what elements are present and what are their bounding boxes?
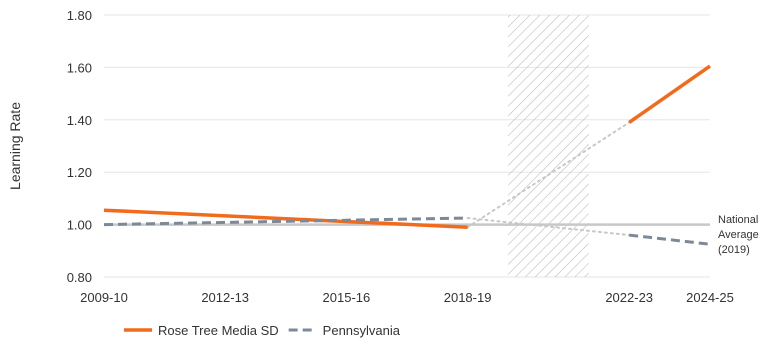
x-tick-label: 2022-23 (605, 290, 653, 305)
shaded-period-rect (508, 15, 589, 277)
x-tick-label: 2024-25 (686, 290, 734, 305)
y-tick-label: 0.80 (67, 270, 92, 285)
series-line-1 (629, 233, 711, 246)
legend-label: Pennsylvania (323, 323, 401, 338)
x-tick-label: 2015-16 (323, 290, 371, 305)
reference-label-line: National (718, 214, 758, 226)
y-tick-label: 1.80 (67, 8, 92, 23)
y-tick-label: 1.60 (67, 60, 92, 75)
series-line-1 (103, 216, 468, 227)
x-tick-label: 2012-13 (201, 290, 249, 305)
reference-label-line: (2019) (718, 244, 750, 256)
series-projection-0 (466, 121, 631, 229)
reference-label-line: Average (718, 229, 759, 241)
y-tick-label: 1.00 (67, 218, 92, 233)
legend-label: Rose Tree Media SD (158, 323, 279, 338)
legend: Rose Tree Media SD Pennsylvania (124, 323, 401, 338)
series-line-0 (628, 64, 712, 124)
y-tick-labels: 0.80 1.00 1.20 1.40 1.60 1.80 (67, 8, 92, 285)
series-lines (103, 64, 712, 246)
y-tick-label: 1.20 (67, 165, 92, 180)
x-tick-label: 2018-19 (444, 290, 492, 305)
x-tick-label: 2009-10 (80, 290, 128, 305)
y-tick-label: 1.40 (67, 113, 92, 128)
shaded-period (508, 15, 589, 277)
series-line-0 (103, 208, 468, 229)
reference-annotation: National Average (2019) (718, 214, 759, 256)
y-axis-label: Learning Rate (7, 102, 23, 190)
grid-lines (104, 14, 710, 278)
x-tick-labels: 2009-10 2012-13 2015-16 2018-19 2022-23 2024-… (80, 290, 734, 305)
